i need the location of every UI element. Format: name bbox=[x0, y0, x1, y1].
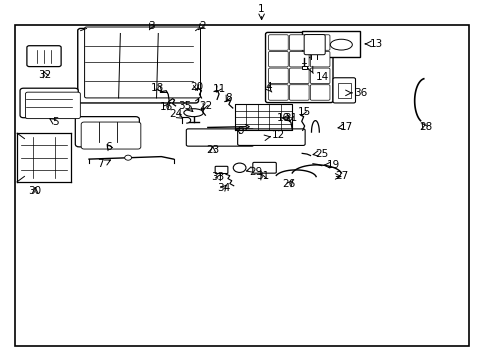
Text: 10: 10 bbox=[276, 113, 289, 123]
FancyBboxPatch shape bbox=[304, 35, 325, 55]
Circle shape bbox=[124, 155, 131, 160]
Text: 8: 8 bbox=[225, 93, 232, 103]
Text: 27: 27 bbox=[334, 171, 347, 181]
Text: 32: 32 bbox=[38, 70, 52, 80]
Bar bbox=[302, 31, 359, 57]
Text: 30: 30 bbox=[29, 186, 41, 196]
Text: 16: 16 bbox=[159, 102, 173, 112]
FancyBboxPatch shape bbox=[84, 27, 200, 98]
FancyBboxPatch shape bbox=[265, 32, 332, 103]
FancyBboxPatch shape bbox=[252, 162, 276, 173]
FancyBboxPatch shape bbox=[268, 35, 287, 50]
FancyBboxPatch shape bbox=[289, 68, 308, 84]
Text: 24: 24 bbox=[169, 109, 183, 120]
Text: 7: 7 bbox=[97, 159, 103, 169]
FancyBboxPatch shape bbox=[310, 68, 329, 84]
Text: 22: 22 bbox=[198, 101, 212, 111]
FancyBboxPatch shape bbox=[186, 129, 253, 146]
FancyBboxPatch shape bbox=[289, 35, 308, 50]
FancyBboxPatch shape bbox=[289, 51, 308, 67]
Text: 20: 20 bbox=[190, 82, 203, 92]
Text: 9: 9 bbox=[237, 126, 244, 136]
Bar bbox=[337, 83, 350, 98]
Text: 15: 15 bbox=[297, 107, 310, 117]
Text: 21: 21 bbox=[284, 113, 297, 123]
Text: 29: 29 bbox=[249, 167, 262, 177]
Text: 35: 35 bbox=[178, 101, 191, 111]
Text: 2: 2 bbox=[199, 21, 206, 31]
Text: 18: 18 bbox=[150, 83, 164, 93]
Ellipse shape bbox=[183, 109, 203, 117]
Bar bbox=[302, 66, 306, 69]
Text: 34: 34 bbox=[217, 183, 230, 193]
Text: 36: 36 bbox=[353, 88, 366, 98]
Text: 1: 1 bbox=[258, 4, 264, 14]
FancyBboxPatch shape bbox=[78, 28, 198, 103]
FancyBboxPatch shape bbox=[268, 68, 287, 84]
FancyBboxPatch shape bbox=[237, 129, 305, 145]
Text: 28: 28 bbox=[418, 122, 431, 132]
Text: 17: 17 bbox=[339, 122, 352, 132]
FancyBboxPatch shape bbox=[332, 78, 355, 103]
Text: 26: 26 bbox=[281, 179, 295, 189]
FancyBboxPatch shape bbox=[81, 122, 141, 149]
FancyBboxPatch shape bbox=[27, 46, 61, 67]
FancyBboxPatch shape bbox=[75, 117, 139, 147]
FancyBboxPatch shape bbox=[310, 85, 329, 100]
Text: 14: 14 bbox=[315, 72, 328, 82]
Text: 5: 5 bbox=[52, 117, 59, 127]
FancyBboxPatch shape bbox=[268, 85, 287, 100]
Text: 3: 3 bbox=[148, 21, 155, 31]
FancyBboxPatch shape bbox=[20, 88, 78, 118]
Text: 23: 23 bbox=[205, 145, 219, 155]
Text: 31: 31 bbox=[256, 171, 269, 181]
Text: 11: 11 bbox=[212, 84, 225, 94]
FancyBboxPatch shape bbox=[25, 92, 80, 119]
Text: 13: 13 bbox=[369, 39, 382, 49]
FancyBboxPatch shape bbox=[215, 166, 227, 174]
Text: 19: 19 bbox=[326, 160, 339, 170]
FancyBboxPatch shape bbox=[268, 51, 287, 67]
Text: 33: 33 bbox=[210, 172, 224, 182]
Text: 4: 4 bbox=[265, 82, 272, 92]
Bar bbox=[15, 25, 468, 346]
Circle shape bbox=[233, 163, 245, 172]
Text: 6: 6 bbox=[105, 142, 112, 152]
FancyBboxPatch shape bbox=[310, 51, 329, 67]
FancyBboxPatch shape bbox=[310, 35, 329, 50]
FancyBboxPatch shape bbox=[289, 85, 308, 100]
Text: 25: 25 bbox=[315, 149, 328, 159]
Text: 12: 12 bbox=[271, 130, 284, 140]
Ellipse shape bbox=[330, 39, 351, 50]
